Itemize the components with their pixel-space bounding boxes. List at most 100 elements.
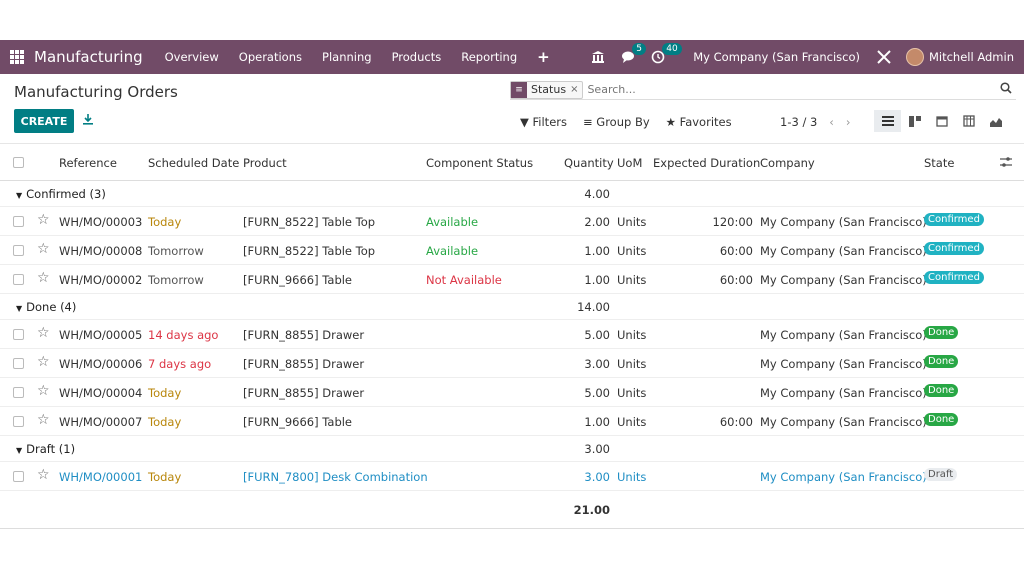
- app-name[interactable]: Manufacturing: [34, 48, 143, 66]
- user-menu[interactable]: Mitchell Admin: [928, 50, 1014, 64]
- bank-icon[interactable]: [591, 50, 605, 64]
- kanban-view-icon[interactable]: [901, 110, 928, 132]
- group-row[interactable]: ▼ Done (4) 14.00: [0, 294, 1024, 320]
- group-row[interactable]: ▼ Draft (1) 3.00: [0, 436, 1024, 462]
- menu-operations[interactable]: Operations: [238, 50, 303, 64]
- row-scheduled-date: Today: [148, 470, 182, 484]
- add-menu-plus-icon[interactable]: +: [537, 48, 550, 66]
- search-icon[interactable]: [1000, 82, 1012, 97]
- total-quantity: 21.00: [573, 503, 610, 517]
- create-button[interactable]: CREATE: [14, 109, 74, 133]
- table-header: Reference Scheduled Date Product Compone…: [0, 143, 1024, 181]
- col-component-status[interactable]: Component Status: [426, 156, 534, 170]
- page-title: Manufacturing Orders: [14, 83, 178, 101]
- row-quantity: 5.00: [584, 386, 610, 400]
- table-row[interactable]: ☆ WH/MO/00008 Tomorrow [FURN_8522] Table To…: [0, 236, 1024, 265]
- table-row[interactable]: ☆ WH/MO/00003 Today [FURN_8522] Table Top Av…: [0, 207, 1024, 236]
- row-checkbox[interactable]: [13, 387, 24, 398]
- row-checkbox[interactable]: [13, 358, 24, 369]
- row-checkbox[interactable]: [13, 245, 24, 256]
- row-product: [FURN_7800] Desk Combination: [243, 470, 428, 484]
- row-company: My Company (San Francisco): [760, 273, 927, 287]
- row-expected-duration: 60:00: [719, 415, 753, 429]
- download-icon[interactable]: [82, 113, 94, 128]
- star-icon[interactable]: ☆: [37, 412, 50, 428]
- group-by-button[interactable]: ≡ Group By: [583, 115, 650, 129]
- row-reference: WH/MO/00006: [59, 357, 143, 371]
- search-input[interactable]: [587, 83, 1016, 96]
- row-company: My Company (San Francisco): [760, 244, 927, 258]
- pager-previous-icon[interactable]: ‹: [829, 115, 834, 129]
- layers-icon: ≡: [583, 115, 593, 129]
- col-company[interactable]: Company: [760, 156, 815, 170]
- row-scheduled-date: Today: [148, 215, 182, 229]
- navbar-systray: 5 40 My Company (San Francisco) Mitchell…: [575, 40, 1014, 74]
- row-checkbox[interactable]: [13, 471, 24, 482]
- star-icon[interactable]: ☆: [37, 325, 50, 341]
- col-reference[interactable]: Reference: [59, 156, 117, 170]
- group-label: ▼ Done (4): [16, 300, 77, 314]
- row-quantity: 1.00: [584, 415, 610, 429]
- row-reference: WH/MO/00002: [59, 273, 143, 287]
- row-expected-duration: 60:00: [719, 244, 753, 258]
- table-row[interactable]: ☆ WH/MO/00002 Tomorrow [FURN_9666] Table Not…: [0, 265, 1024, 294]
- row-uom: Units: [617, 273, 647, 287]
- pager-next-icon[interactable]: ›: [845, 115, 851, 129]
- col-quantity[interactable]: Quantity: [564, 156, 614, 170]
- col-state[interactable]: State: [924, 156, 955, 170]
- search-bar: ≡ Status ×: [510, 80, 1016, 100]
- pivot-view-icon[interactable]: [955, 110, 982, 132]
- view-switcher: [874, 110, 1009, 132]
- tools-icon[interactable]: [876, 49, 892, 65]
- optional-columns-icon[interactable]: [1000, 156, 1012, 170]
- company-switcher[interactable]: My Company (San Francisco): [693, 50, 860, 64]
- table-row[interactable]: ☆ WH/MO/00007 Today [FURN_9666] Table 1.00 Un…: [0, 407, 1024, 436]
- row-checkbox[interactable]: [13, 274, 24, 285]
- star-icon[interactable]: ☆: [37, 383, 50, 399]
- row-checkbox[interactable]: [13, 216, 24, 227]
- group-row[interactable]: ▼ Confirmed (3) 4.00: [0, 181, 1024, 207]
- calendar-view-icon[interactable]: [928, 110, 955, 132]
- status-badge: Done: [924, 355, 959, 368]
- user-avatar[interactable]: [905, 48, 924, 66]
- row-quantity: 1.00: [584, 273, 610, 287]
- group-label: ▼ Draft (1): [16, 442, 76, 456]
- col-product[interactable]: Product: [243, 156, 287, 170]
- star-icon[interactable]: ☆: [37, 467, 50, 483]
- chat-icon[interactable]: 5: [621, 43, 646, 64]
- group-label: ▼ Confirmed (3): [16, 187, 106, 201]
- table-row[interactable]: ☆ WH/MO/00004 Today [FURN_8855] Drawer 5.00 U…: [0, 378, 1024, 407]
- layers-icon: ≡: [511, 81, 527, 98]
- star-icon[interactable]: ☆: [37, 241, 50, 257]
- row-scheduled-date: 7 days ago: [148, 357, 212, 371]
- apps-grid-icon[interactable]: [10, 50, 24, 64]
- caret-down-icon: ▼: [16, 191, 23, 200]
- table-row[interactable]: ☆ WH/MO/00005 14 days ago [FURN_8855] Drawe…: [0, 320, 1024, 349]
- graph-view-icon[interactable]: [982, 110, 1009, 132]
- row-checkbox[interactable]: [13, 329, 24, 340]
- menu-reporting[interactable]: Reporting: [461, 50, 518, 64]
- star-icon[interactable]: ☆: [37, 270, 50, 286]
- menu-planning[interactable]: Planning: [322, 50, 372, 64]
- col-scheduled-date[interactable]: Scheduled Date: [148, 156, 240, 170]
- star-icon[interactable]: ☆: [37, 354, 50, 370]
- menu-overview[interactable]: Overview: [164, 50, 219, 64]
- col-expected-duration[interactable]: Expected Duration: [653, 156, 761, 170]
- row-checkbox[interactable]: [13, 416, 24, 427]
- row-quantity: 1.00: [584, 244, 610, 258]
- star-icon[interactable]: ☆: [37, 212, 50, 228]
- col-uom[interactable]: UoM: [617, 156, 643, 170]
- table-row[interactable]: ☆ WH/MO/00006 7 days ago [FURN_8855] Drawer…: [0, 349, 1024, 378]
- total-row: 21.00: [0, 491, 1024, 529]
- filters-button[interactable]: ▼ Filters: [520, 115, 567, 129]
- favorites-button[interactable]: ★ Favorites: [665, 115, 732, 129]
- pager-value[interactable]: 1-3 / 3: [780, 115, 818, 129]
- activity-clock-icon[interactable]: 40: [651, 43, 682, 64]
- select-all-checkbox[interactable]: [13, 157, 24, 168]
- menu-products[interactable]: Products: [391, 50, 442, 64]
- row-scheduled-date: Today: [148, 415, 182, 429]
- facet-close-icon[interactable]: ×: [570, 84, 579, 95]
- list-view-icon[interactable]: [874, 110, 901, 132]
- table-row[interactable]: ☆ WH/MO/00001 Today [FURN_7800] Desk Combin…: [0, 462, 1024, 491]
- status-badge: Done: [924, 326, 959, 339]
